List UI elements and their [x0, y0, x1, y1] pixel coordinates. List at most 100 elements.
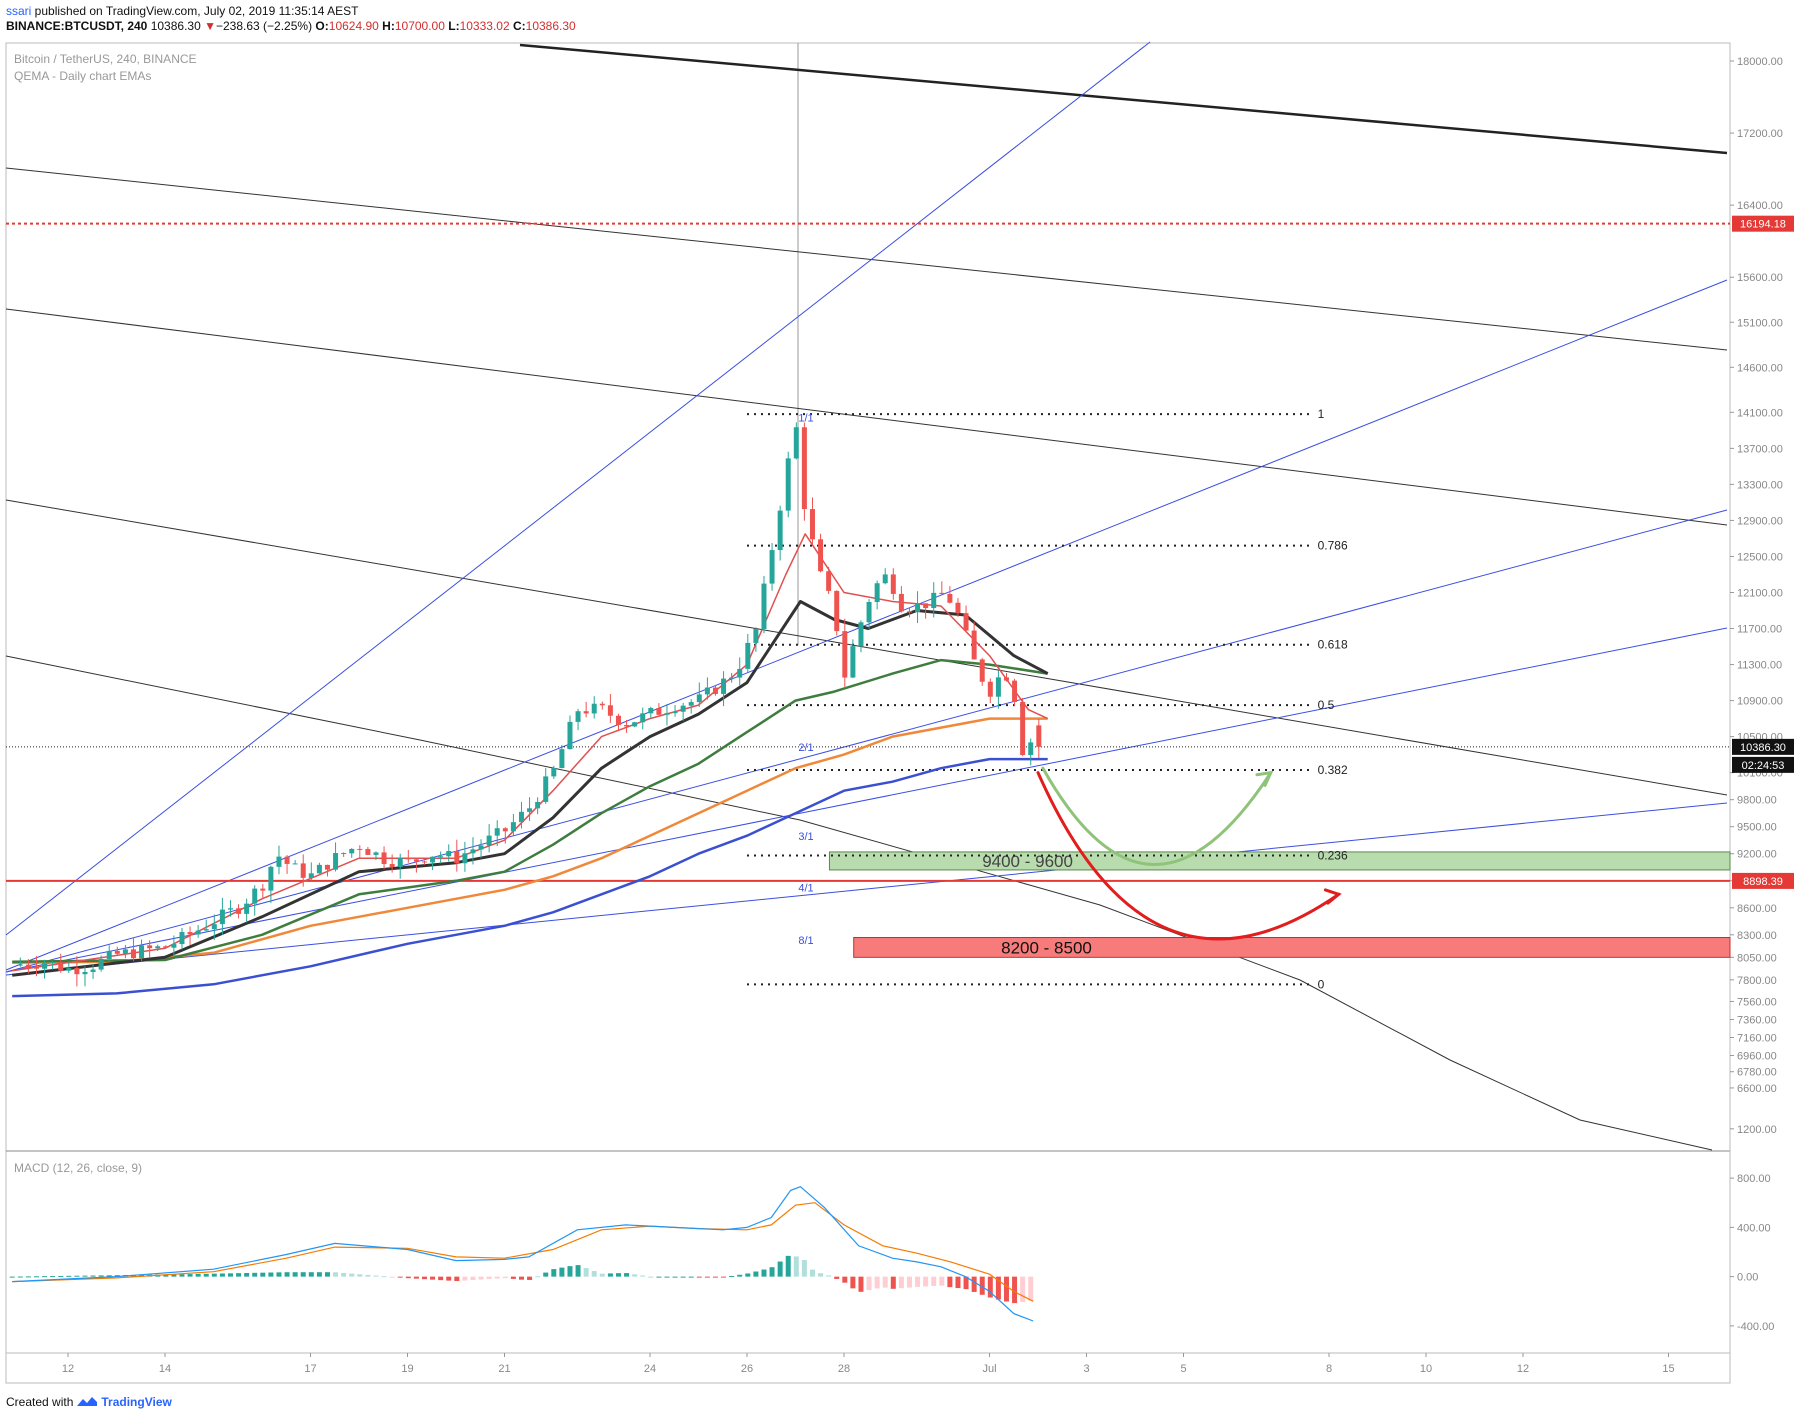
- legend-title[interactable]: Bitcoin / TetherUS, 240, BINANCE: [14, 52, 197, 66]
- green-scenario-arrow[interactable]: [1041, 766, 1273, 867]
- macd-histogram-bar: [818, 1273, 824, 1277]
- macd-histogram-bar: [939, 1276, 945, 1286]
- macd-histogram-bar: [834, 1276, 840, 1279]
- legend-indicator[interactable]: QEMA - Daily chart EMAs: [14, 69, 151, 83]
- candle-up: [292, 863, 298, 865]
- price-tick-label: 8600.00: [1737, 903, 1777, 915]
- macd-histogram-bar: [955, 1276, 961, 1289]
- ema-orange-line[interactable]: [12, 717, 1048, 964]
- macd-histogram-bar: [607, 1273, 613, 1277]
- channel-line-3[interactable]: [5, 499, 1728, 796]
- candle-up: [195, 930, 201, 935]
- candle-up: [866, 602, 872, 623]
- candle-up: [155, 946, 161, 949]
- gann-fan-3x1[interactable]: [5, 509, 1728, 973]
- macd-histogram-bar: [615, 1273, 621, 1277]
- footer: Created with TradingView: [6, 1395, 172, 1409]
- zone-label: 9400 - 9600: [982, 852, 1073, 871]
- support-zones: 9400 - 9600 8200 - 8500: [828, 851, 1731, 958]
- macd-histogram-bar: [405, 1276, 411, 1279]
- macd-histogram-bar: [349, 1273, 355, 1277]
- macd-histogram-bar: [114, 1275, 120, 1277]
- macd-histogram-bar: [979, 1276, 985, 1295]
- tradingview-logo-icon[interactable]: [77, 1396, 98, 1408]
- ema-fast-line[interactable]: [12, 533, 1049, 972]
- ema-blue-line[interactable]: [12, 757, 1048, 998]
- macd-histogram-bar: [438, 1276, 444, 1281]
- candle-down: [58, 962, 64, 971]
- macd-histogram-bar: [106, 1275, 112, 1277]
- macd-histogram-bar: [931, 1276, 937, 1286]
- author-link[interactable]: ssari: [6, 4, 32, 18]
- macd-histogram-bar: [341, 1272, 347, 1277]
- candle-down: [1003, 677, 1009, 681]
- macd-histogram-bar: [58, 1275, 64, 1277]
- symbol-label[interactable]: BINANCE:BTCUSDT, 240: [6, 19, 148, 33]
- ema-black-line[interactable]: [12, 600, 1049, 977]
- candle-up: [276, 856, 282, 867]
- candle-down: [33, 967, 39, 969]
- macd-axis-ticks[interactable]: 1200.00 800.00 400.00 0.00 -400.00: [1730, 1124, 1777, 1333]
- candle-up: [42, 963, 48, 969]
- price-tick-label: 12100.00: [1737, 587, 1783, 599]
- macd-histogram-bar: [906, 1276, 912, 1288]
- candle-up: [995, 677, 1001, 697]
- green-zone[interactable]: [828, 851, 1731, 871]
- candle-up: [478, 845, 484, 850]
- red-zone[interactable]: [853, 937, 1731, 958]
- macd-title[interactable]: MACD (12, 26, close, 9): [14, 1161, 142, 1175]
- candle-up: [494, 828, 500, 836]
- macd-line[interactable]: [12, 1186, 1034, 1322]
- candle-up: [50, 962, 56, 964]
- price-tick-label: 14600.00: [1737, 362, 1783, 374]
- ema-green-line[interactable]: [12, 658, 1048, 964]
- macd-histogram-bar: [292, 1272, 298, 1277]
- macd-histogram-bar: [535, 1276, 541, 1278]
- macd-tick-label: 0.00: [1737, 1272, 1758, 1284]
- gann-fan-8x1[interactable]: [5, 802, 1728, 976]
- countdown-tag: 02:24:53: [1742, 760, 1785, 772]
- macd-histogram-bar: [947, 1276, 953, 1288]
- macd-histogram-bar: [777, 1261, 783, 1277]
- candle-down: [260, 888, 266, 891]
- gann-fan-4x1[interactable]: [5, 627, 1728, 973]
- macd-histogram-bar: [729, 1276, 735, 1278]
- macd-histogram-bar: [300, 1272, 306, 1277]
- trendline-major-black[interactable]: [519, 43, 1728, 155]
- macd-histogram-bar: [252, 1272, 258, 1277]
- candle-up: [785, 458, 791, 511]
- gann-fan-2x1[interactable]: [5, 279, 1728, 971]
- macd-histogram-bar: [430, 1276, 436, 1280]
- signal-line[interactable]: [12, 1202, 1034, 1302]
- price-axis-ticks[interactable]: 18000.00 17200.00 16400.00 15600.00 15100.00…: [1730, 56, 1783, 1095]
- candle-up: [316, 864, 322, 874]
- low-label: L:: [448, 19, 460, 33]
- gann-labels: 1/1 2/1 3/1 4/1 8/1: [798, 412, 813, 946]
- macd-histogram-bar: [494, 1276, 500, 1279]
- candle-down: [1020, 701, 1026, 755]
- candle-up: [850, 646, 856, 678]
- macd-histogram-bar: [284, 1272, 290, 1277]
- macd-histogram-bar: [9, 1276, 15, 1278]
- candle-up: [527, 808, 533, 812]
- candle-up: [98, 958, 104, 970]
- channel-line-2[interactable]: [5, 308, 1728, 526]
- candle-down: [236, 908, 242, 914]
- candle-down: [405, 857, 411, 860]
- gann-fan-1x1[interactable]: [5, 41, 1151, 936]
- candle-up: [729, 677, 735, 679]
- time-axis-ticks[interactable]: 12 14 17 19 21 24 26 28 Jul 3 5 8 10 12 15: [62, 1353, 1675, 1375]
- macd-histogram-bar: [502, 1276, 508, 1279]
- red-scenario-arrow[interactable]: [1036, 771, 1341, 941]
- fib-level-label: 0.5: [1318, 698, 1335, 712]
- candle-down: [599, 703, 605, 706]
- macd-histogram-bar: [171, 1274, 177, 1277]
- tradingview-brand-link[interactable]: TradingView: [101, 1395, 172, 1409]
- candle-down: [365, 849, 371, 855]
- candle-down: [987, 681, 993, 697]
- candle-up: [373, 852, 379, 855]
- channel-line-1[interactable]: [5, 167, 1728, 351]
- fibonacci-retracement[interactable]: 1 0.786 0.618 0.5 0.382 0.236 0: [747, 407, 1348, 991]
- macd-histogram-bar: [890, 1276, 896, 1289]
